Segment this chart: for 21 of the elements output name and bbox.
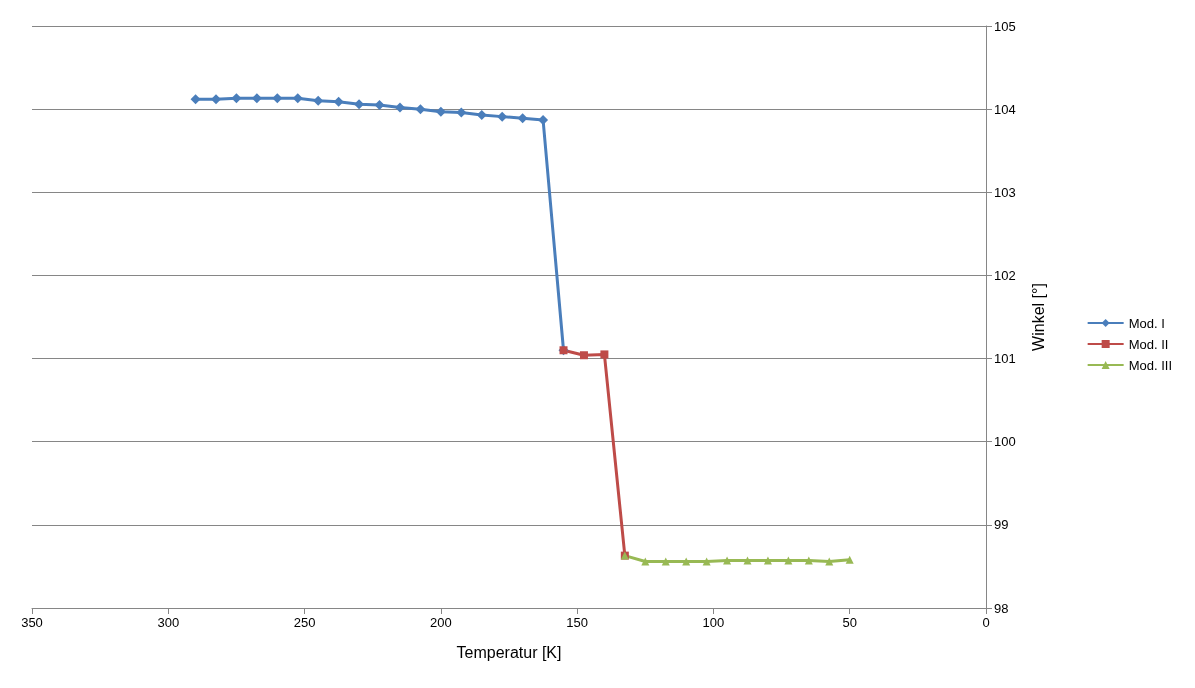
y-tick-label: 98: [994, 600, 1009, 616]
x-tick-label: 200: [430, 615, 452, 630]
y-tick-label: 104: [994, 101, 1016, 117]
x-tick-label: 100: [702, 615, 725, 630]
y-tick-label: 103: [994, 184, 1016, 200]
y-axis-title: Winkel [°]: [1029, 283, 1047, 351]
x-tick-label: 350: [21, 615, 43, 630]
legend-label: Mod. I: [1128, 315, 1165, 331]
y-tick-label: 99: [994, 517, 1009, 533]
x-tick-label: 0: [982, 615, 990, 630]
legend-label: Mod. III: [1128, 357, 1173, 373]
x-tick-label: 300: [157, 615, 180, 630]
x-tick-label: 150: [566, 615, 588, 630]
legend-label: Mod. II: [1128, 336, 1169, 352]
x-axis-title: Temperatur [K]: [456, 643, 562, 661]
x-tick-label: 250: [293, 615, 316, 630]
y-tick-label: 102: [994, 267, 1016, 283]
y-tick-label: 100: [994, 434, 1016, 450]
x-tick-label: 50: [842, 615, 857, 630]
y-tick-label: 105: [994, 18, 1016, 34]
y-tick-label: 101: [994, 351, 1016, 367]
